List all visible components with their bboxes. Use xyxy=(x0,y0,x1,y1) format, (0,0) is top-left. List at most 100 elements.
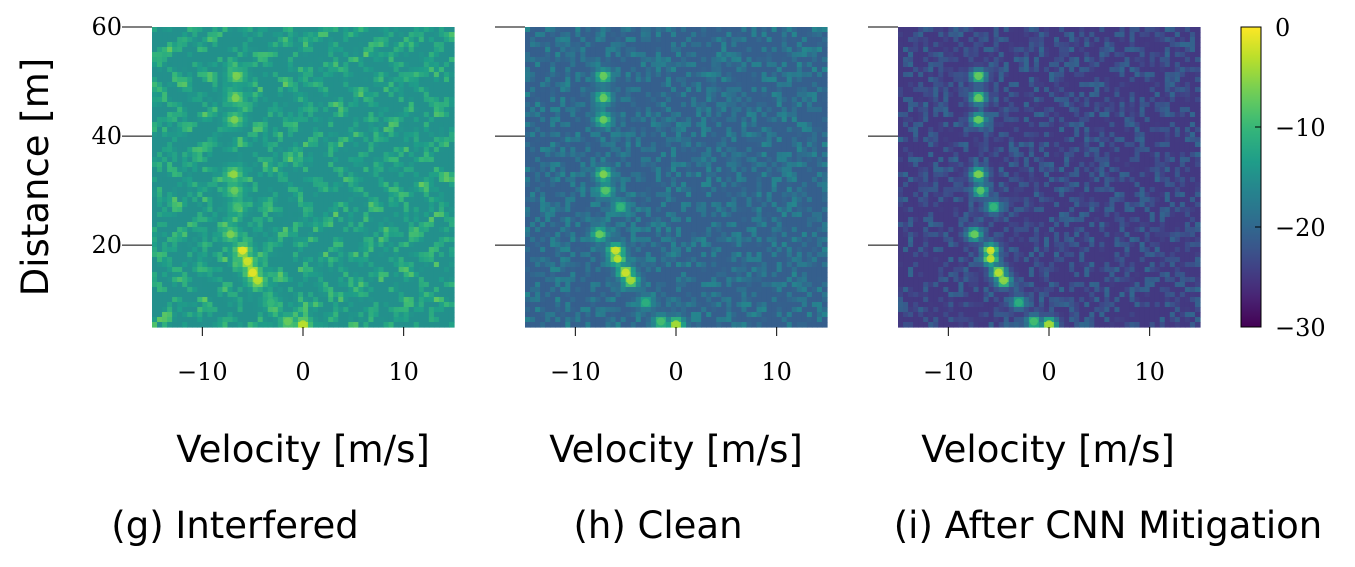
heatmap-cell xyxy=(711,77,717,83)
heatmap-cell xyxy=(353,127,359,133)
heatmap-cell xyxy=(272,267,279,273)
heatmap-cell xyxy=(545,122,551,128)
heatmap-cell xyxy=(595,52,602,58)
heatmap-cell xyxy=(393,282,400,288)
heatmap-cell xyxy=(303,102,309,108)
heatmap-cell xyxy=(267,212,274,218)
heatmap-cell xyxy=(716,77,722,83)
heatmap-cell xyxy=(257,37,264,43)
heatmap-cell xyxy=(338,162,344,168)
heatmap-cell xyxy=(197,317,203,323)
heatmap-cell xyxy=(328,247,334,253)
heatmap-cell xyxy=(665,27,672,33)
heatmap-cell xyxy=(277,297,284,303)
heatmap-cell xyxy=(363,162,370,168)
heatmap-cell xyxy=(172,247,178,253)
heatmap-cell xyxy=(443,27,450,33)
heatmap-cell xyxy=(620,137,627,143)
heatmap-cell xyxy=(540,82,546,88)
heatmap-cell xyxy=(242,47,249,53)
heatmap-cell xyxy=(413,72,420,78)
heatmap-cell xyxy=(575,82,581,88)
heatmap-cell xyxy=(691,27,697,33)
heatmap-cell xyxy=(267,162,274,168)
heatmap-cell xyxy=(192,262,198,268)
heatmap-cell xyxy=(172,137,178,143)
heatmap-cell xyxy=(232,127,239,133)
heatmap-cell xyxy=(318,142,324,148)
heatmap-cell xyxy=(418,207,425,213)
heatmap-cell xyxy=(177,317,183,323)
heatmap-cell xyxy=(348,187,354,193)
heatmap-cell xyxy=(726,52,732,58)
heatmap-cell xyxy=(348,192,354,198)
heatmap-cell xyxy=(711,127,717,133)
heatmap-cell xyxy=(338,27,344,33)
heatmap-cell xyxy=(197,237,203,243)
heatmap-cell xyxy=(202,202,208,208)
heatmap-cell xyxy=(343,282,349,288)
heatmap-cell xyxy=(192,52,198,58)
heatmap-cell xyxy=(565,27,571,33)
heatmap-cell xyxy=(353,42,359,48)
heatmap-cell xyxy=(590,27,597,33)
heatmap-cell xyxy=(197,77,203,83)
heatmap-cell xyxy=(383,317,390,323)
heatmap-cell xyxy=(282,152,289,158)
heatmap-cell xyxy=(262,62,269,68)
heatmap-cell xyxy=(706,122,712,128)
heatmap-cell xyxy=(383,272,390,278)
heatmap-cell xyxy=(182,312,188,318)
heatmap-cell xyxy=(262,132,269,138)
heatmap-cell xyxy=(373,192,380,198)
heatmap-cell xyxy=(373,197,380,203)
heatmap-cell xyxy=(716,47,722,53)
heatmap-cell xyxy=(443,292,450,298)
heatmap-cell xyxy=(438,32,445,38)
heatmap-cell xyxy=(348,152,354,158)
heatmap-cell xyxy=(157,52,163,58)
heatmap-cell xyxy=(751,117,758,123)
heatmap-cell xyxy=(303,87,309,93)
heatmap-cell xyxy=(676,97,682,103)
heatmap-cell xyxy=(413,62,420,68)
heatmap-cell xyxy=(242,127,249,133)
heatmap-cell xyxy=(535,32,541,38)
heatmap-cell xyxy=(650,107,657,113)
heatmap-cell xyxy=(177,137,183,143)
heatmap-cell xyxy=(167,172,173,178)
heatmap-cell xyxy=(373,172,380,178)
heatmap-cell xyxy=(328,262,334,268)
heatmap-cell xyxy=(207,112,213,118)
heatmap-cell xyxy=(373,312,380,318)
heatmap-cell xyxy=(413,187,420,193)
heatmap-cell xyxy=(408,92,415,98)
heatmap-cell xyxy=(333,67,339,73)
heatmap-cell xyxy=(227,267,234,273)
heatmap-cell xyxy=(353,172,359,178)
heatmap-cell xyxy=(771,57,778,63)
heatmap-cell xyxy=(252,287,259,293)
heatmap-cell xyxy=(232,62,239,68)
heatmap-cell xyxy=(706,27,712,33)
heatmap-cell xyxy=(615,127,622,133)
heatmap-cell xyxy=(257,97,264,103)
heatmap-cell xyxy=(388,137,395,143)
heatmap-cell xyxy=(247,52,254,58)
heatmap-cell xyxy=(323,227,329,233)
heatmap-cell xyxy=(378,192,385,198)
heatmap-cell xyxy=(217,102,224,108)
heatmap-cell xyxy=(177,72,183,78)
heatmap-cell xyxy=(443,152,450,158)
heatmap-cell xyxy=(162,272,168,278)
heatmap-cell xyxy=(167,157,173,163)
heatmap-cell xyxy=(610,62,617,68)
heatmap-cell xyxy=(615,87,622,93)
heatmap-cell xyxy=(197,107,203,113)
heatmap-cell xyxy=(786,87,793,93)
heatmap-cell xyxy=(157,142,163,148)
heatmap-cell xyxy=(247,157,254,163)
heatmap-cell xyxy=(570,87,576,93)
heatmap-cell xyxy=(232,67,239,73)
heatmap-cell xyxy=(338,42,344,48)
